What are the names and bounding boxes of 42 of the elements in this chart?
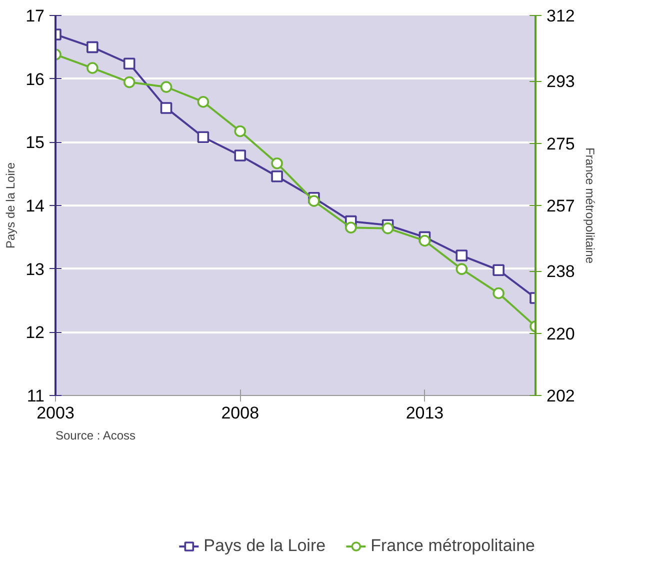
point xyxy=(492,287,504,300)
source-note: Source : Acoss xyxy=(56,428,136,442)
point xyxy=(456,250,468,262)
point xyxy=(271,170,283,182)
point xyxy=(456,263,468,275)
y2-tick-label: 293 xyxy=(546,72,575,92)
point xyxy=(234,150,246,162)
y-tick-label: 14 xyxy=(26,196,45,216)
y-axis-title: Pays de la Loire xyxy=(4,162,18,249)
y-tick-label: 11 xyxy=(26,386,45,406)
y2-axis-title: France métropolitaine xyxy=(582,147,597,264)
y-tick-label: 13 xyxy=(26,260,45,279)
y2-tick-label: 202 xyxy=(546,386,575,406)
point xyxy=(86,41,98,54)
x-tick-label: 2013 xyxy=(406,404,444,422)
point xyxy=(382,222,394,234)
legend-label: France métropolitaine xyxy=(370,536,535,556)
point xyxy=(123,76,136,88)
y-tick-label: 15 xyxy=(26,133,45,152)
point xyxy=(197,96,210,108)
y2-tick-label: 220 xyxy=(546,324,575,344)
legend-label: Pays de la Loire xyxy=(204,536,326,556)
point xyxy=(492,264,504,276)
point xyxy=(271,157,283,170)
y2-tick-label: 238 xyxy=(546,262,575,282)
y-tick-label: 12 xyxy=(26,323,45,342)
point xyxy=(197,131,210,143)
point xyxy=(234,125,246,138)
point xyxy=(160,81,172,93)
point xyxy=(123,58,136,70)
point xyxy=(160,102,172,114)
point xyxy=(344,222,357,234)
x-tick-label: 2003 xyxy=(36,404,74,422)
point xyxy=(308,195,320,207)
point xyxy=(86,62,98,74)
y-tick-label: 16 xyxy=(26,70,45,89)
y2-tick-label: 257 xyxy=(546,196,575,216)
point xyxy=(418,234,431,247)
x-tick-label: 2008 xyxy=(221,404,260,422)
y2-tick-label: 312 xyxy=(546,6,575,26)
y2-tick-label: 275 xyxy=(546,134,575,154)
y-tick-label: 17 xyxy=(26,6,45,26)
